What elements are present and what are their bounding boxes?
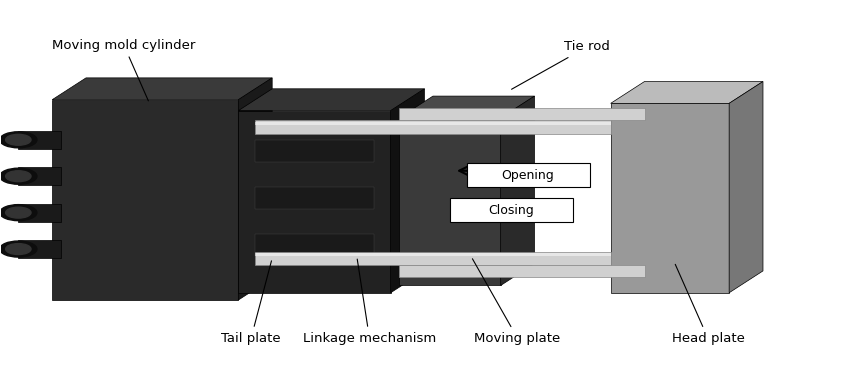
FancyBboxPatch shape xyxy=(467,163,589,187)
Polygon shape xyxy=(399,265,644,277)
Circle shape xyxy=(6,134,31,145)
Text: Tail plate: Tail plate xyxy=(222,261,281,345)
Circle shape xyxy=(6,171,31,182)
Polygon shape xyxy=(19,240,60,258)
Text: Tie rod: Tie rod xyxy=(512,40,610,89)
Circle shape xyxy=(6,244,31,255)
Polygon shape xyxy=(239,111,391,293)
Text: Head plate: Head plate xyxy=(672,264,745,345)
Polygon shape xyxy=(256,253,610,256)
Polygon shape xyxy=(399,109,644,120)
Text: Linkage mechanism: Linkage mechanism xyxy=(303,259,436,345)
Polygon shape xyxy=(19,131,60,149)
Polygon shape xyxy=(239,89,424,111)
Polygon shape xyxy=(256,120,610,134)
Circle shape xyxy=(0,205,37,221)
Polygon shape xyxy=(391,89,424,293)
Polygon shape xyxy=(610,81,763,103)
Polygon shape xyxy=(399,96,535,118)
Circle shape xyxy=(0,132,37,148)
FancyBboxPatch shape xyxy=(450,198,572,222)
Polygon shape xyxy=(256,235,374,256)
Polygon shape xyxy=(729,81,763,293)
Polygon shape xyxy=(610,103,729,293)
Polygon shape xyxy=(256,140,374,161)
Text: Moving mold cylinder: Moving mold cylinder xyxy=(52,39,195,101)
Circle shape xyxy=(0,168,37,184)
Polygon shape xyxy=(19,204,60,222)
Circle shape xyxy=(6,207,31,218)
Polygon shape xyxy=(19,167,60,185)
Text: Closing: Closing xyxy=(488,204,534,217)
Text: Opening: Opening xyxy=(502,169,554,182)
Circle shape xyxy=(0,241,37,257)
Polygon shape xyxy=(256,187,374,209)
Polygon shape xyxy=(256,122,610,125)
Polygon shape xyxy=(399,118,501,286)
Polygon shape xyxy=(501,96,535,286)
Polygon shape xyxy=(52,100,239,300)
Polygon shape xyxy=(239,78,273,300)
Polygon shape xyxy=(52,78,273,100)
Polygon shape xyxy=(256,252,610,265)
Text: Moving plate: Moving plate xyxy=(472,259,560,345)
